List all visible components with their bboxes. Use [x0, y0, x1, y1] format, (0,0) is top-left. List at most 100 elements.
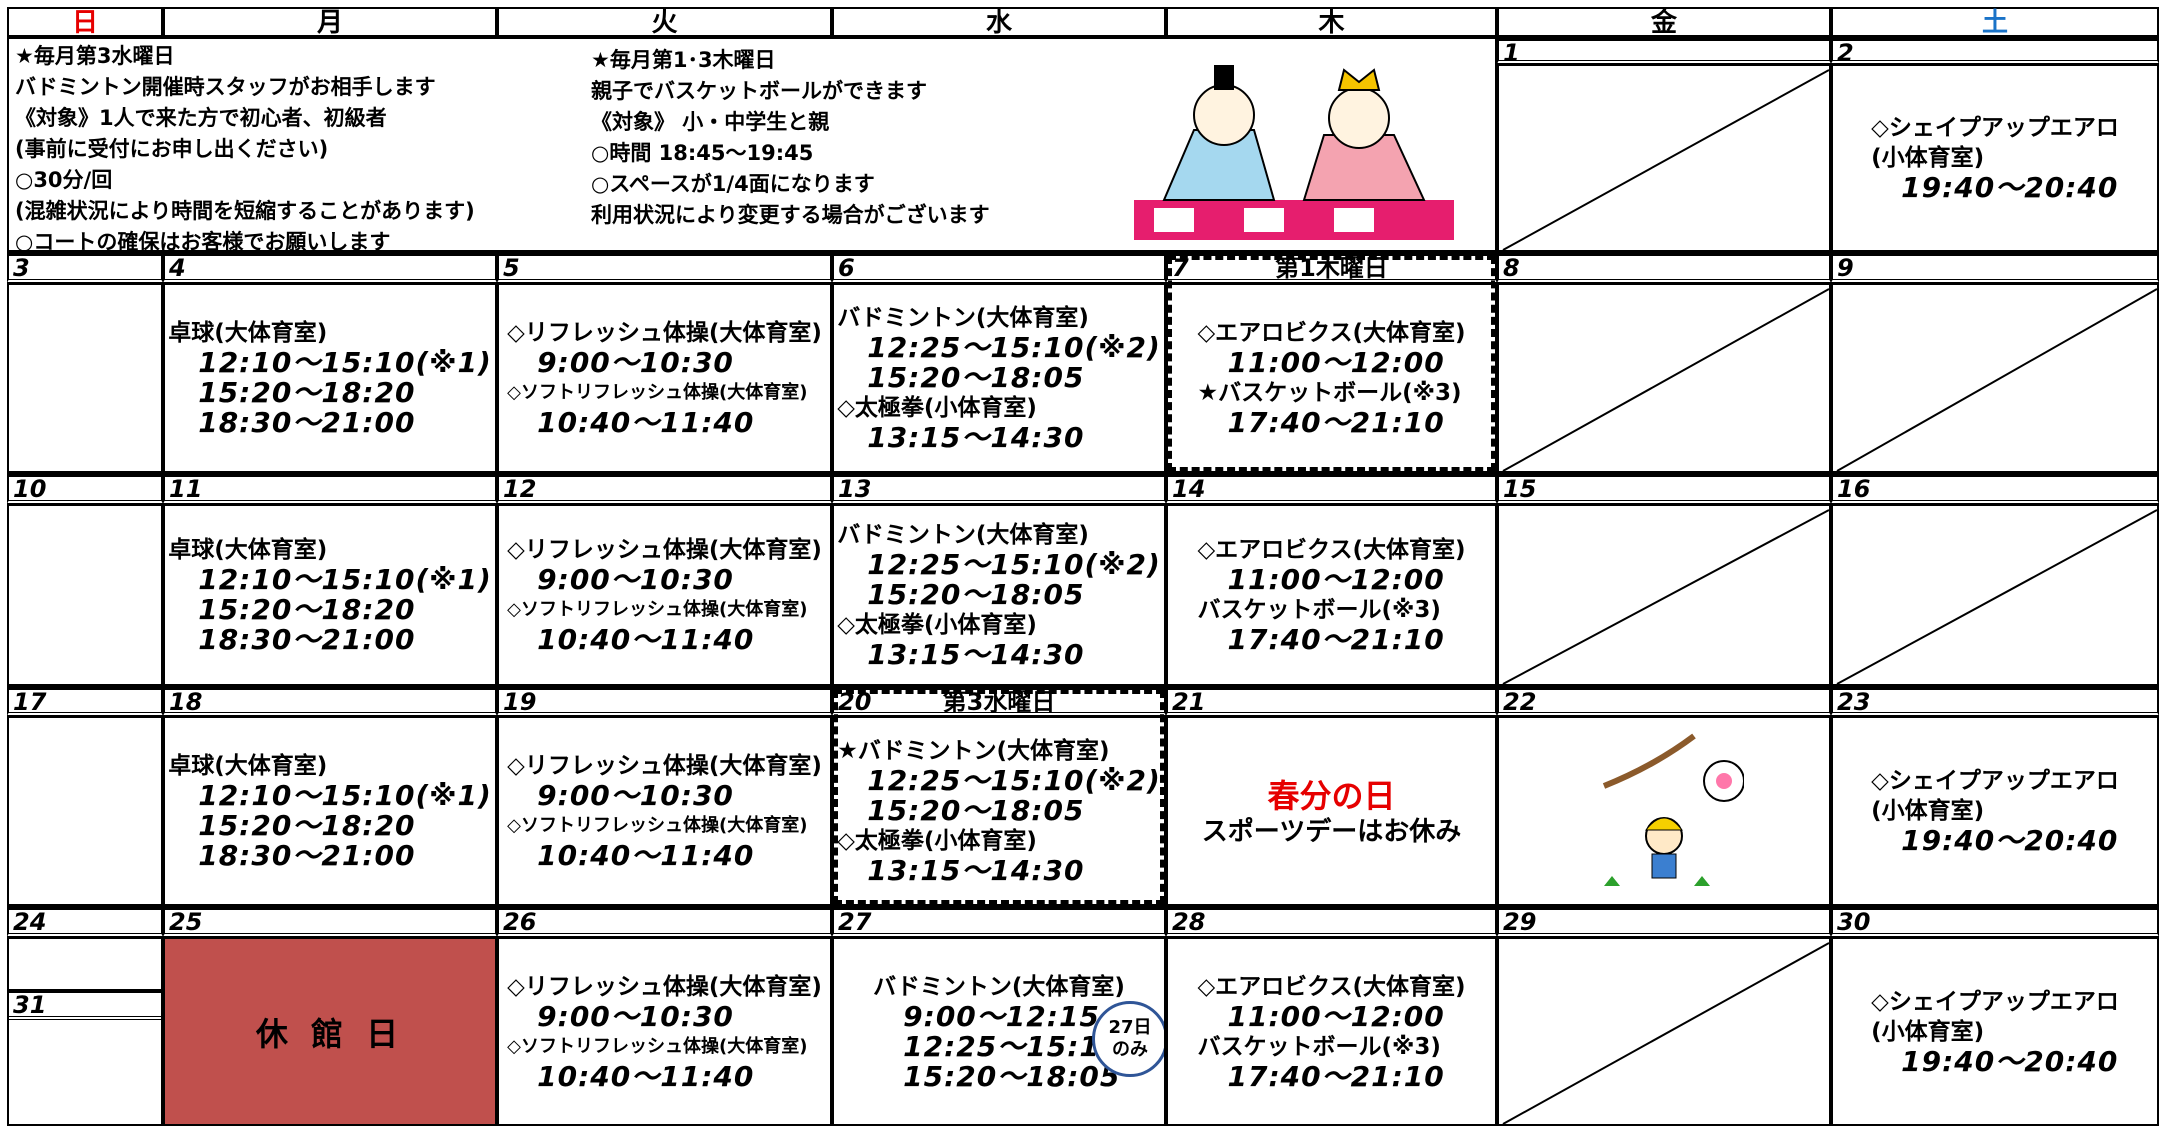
date-bar: 12 [497, 473, 832, 504]
date-number: 13 [838, 475, 872, 503]
schedule-line: バドミントン(大体育室) [837, 522, 1089, 548]
schedule-line: バドミントン(大体育室) [837, 305, 1089, 331]
date-number: 12 [503, 475, 537, 503]
date-bar: 10 [7, 473, 163, 504]
slash [1836, 288, 2157, 471]
cell-text: 卓球(大体育室) 12:10～15:10(※1) 15:20～18:20 18:30～… [168, 751, 492, 871]
cell-text: ◇シェイプアップエアロ (小体育室) 19:40～20:40 [1871, 987, 2119, 1077]
date-bar: 4 [163, 252, 497, 283]
schedule-line: ◇ソフトリフレッシュ体操(大体育室) [507, 599, 808, 620]
notice-line: ○時間 18:45～19:45 [591, 141, 814, 165]
day-cell: ◇リフレッシュ体操(大体育室) 9:00～10:30 ◇ソフトリフレッシュ体操(大体… [497, 937, 832, 1126]
day-cell [7, 716, 163, 906]
slash-line [1836, 509, 2157, 684]
schedule-line: 15:20～18:05 [867, 794, 1085, 827]
schedule-line: ◇シェイプアップエアロ [1871, 988, 2119, 1015]
date-bar: 20 第3水曜日 [832, 686, 1166, 716]
date-number: 8 [1503, 254, 1520, 282]
schedule-line: 11:00～12:00 [1227, 563, 1445, 596]
date-number: 22 [1503, 688, 1537, 716]
date-bar: 29 [1497, 906, 1831, 937]
day-cell: ◇シェイプアップエアロ (小体育室) 19:40～20:40 [1831, 64, 2159, 252]
closed-label: 休 館 日 [255, 1014, 405, 1053]
child-illustration [1602, 733, 1744, 886]
slash-line [1502, 942, 1829, 1124]
schedule-line: 13:15～14:30 [867, 421, 1085, 454]
schedule-line: 11:00～12:00 [1227, 346, 1445, 379]
date-bar: 9 [1831, 252, 2159, 283]
schedule-line: ◇リフレッシュ体操(大体育室) [507, 753, 822, 779]
date-bar: 17 [7, 686, 163, 716]
schedule-line: (小体育室) [1871, 145, 1985, 171]
slash-line [1836, 288, 2157, 471]
schedule-line: 15:20～18:05 [867, 361, 1085, 394]
date-bar: 28 [1166, 906, 1497, 937]
schedule-line: 19:40～20:40 [1901, 171, 2119, 204]
day-cell: 31 [7, 937, 163, 1126]
day-cell: バドミントン(大体育室) 12:25～15:10(※2) 15:20～18:05 ◇太… [832, 283, 1166, 473]
date-number: 18 [169, 688, 203, 716]
schedule-line: ◇リフレッシュ体操(大体育室) [507, 320, 822, 346]
schedule-line: 10:40～11:40 [537, 1059, 755, 1093]
schedule-line: 11:00～12:00 [1227, 999, 1445, 1033]
badge-text: のみ [1112, 1039, 1148, 1060]
day-cell: ◇エアロビクス(大体育室) 11:00～12:00 ★バスケットボール(※3) 17:… [1166, 283, 1497, 473]
notice-line: ★毎月第1･3木曜日 [591, 48, 776, 72]
extra-date-bar: 31 [9, 989, 161, 1020]
day-cell: 春分の日 スポーツデーはお休み [1166, 716, 1497, 906]
notice-line: 親子でバスケットボールができます [591, 79, 927, 103]
schedule-line: ◇リフレッシュ体操(大体育室) [507, 537, 822, 563]
date-bar: 7 第1木曜日 [1166, 252, 1497, 283]
date-bar: 23 [1831, 686, 2159, 716]
date-bar: 16 [1831, 473, 2159, 504]
schedule-line: 13:15～14:30 [867, 638, 1085, 671]
cell-text: ◇シェイプアップエアロ (小体育室) 19:40～20:40 [1871, 113, 2119, 203]
day-cell: ◇リフレッシュ体操(大体育室) 9:00～10:30 ◇ソフトリフレッシュ体操(大体… [497, 504, 832, 686]
schedule-line: 9:00～10:30 [537, 346, 734, 379]
cell-text: 卓球(大体育室) 12:10～15:10(※1) 15:20～18:20 18:30～… [168, 318, 492, 438]
badge-text: 27日 [1108, 1017, 1152, 1038]
schedule-line: 13:15～14:30 [867, 854, 1085, 887]
weekday-header: 火 [497, 7, 832, 37]
date-number: 30 [1837, 908, 1871, 936]
date-number: 6 [838, 254, 855, 282]
schedule-line: 18:30～21:00 [198, 839, 416, 872]
schedule-line: 19:40～20:40 [1901, 824, 2119, 857]
schedule-line: ◇シェイプアップエアロ [1871, 115, 2119, 141]
cell-text: ◇リフレッシュ体操(大体育室) 9:00～10:30 ◇ソフトリフレッシュ体操(大体… [507, 318, 822, 438]
schedule-line: 17:40～21:10 [1227, 1059, 1445, 1093]
notice-line: バドミントン開催時スタッフがお相手します [15, 75, 436, 99]
slash [1836, 509, 2157, 684]
cell-text: ◇リフレッシュ体操(大体育室) 9:00～10:30 ◇ソフトリフレッシュ体操(大体… [507, 535, 822, 655]
day-cell: バドミントン(大体育室) 9:00～12:15 12:25～15:10 15:20～1… [832, 937, 1166, 1126]
schedule-line: バドミントン(大体育室) [873, 973, 1125, 1000]
weekday-header: 日 [7, 7, 163, 37]
schedule-line: バスケットボール(※3) [1197, 1033, 1441, 1060]
day-cell: ★バドミントン(大体育室) 12:25～15:10(※2) 15:20～18:05 ◇… [832, 716, 1166, 906]
weekday-header: 土 [1831, 7, 2159, 37]
holiday-name: 春分の日 [1267, 777, 1396, 815]
cell-text: 春分の日 スポーツデーはお休み [1202, 775, 1461, 847]
day-cell [1831, 283, 2159, 473]
cell-text: ◇エアロビクス(大体育室) 11:00～12:00 ★バスケットボール(※3) 17:… [1197, 318, 1465, 438]
schedule-line: ◇シェイプアップエアロ [1871, 768, 2119, 794]
slash [1502, 288, 1829, 471]
slash [1502, 942, 1829, 1124]
schedule-line: 9:00～10:30 [537, 563, 734, 596]
day-cell: 休 館 日 [163, 937, 497, 1126]
notice-line: ○コートの確保はお客様でお願いします [15, 230, 391, 252]
cell-text: ★バドミントン(大体育室) 12:25～15:10(※2) 15:20～18:05 ◇… [837, 736, 1161, 886]
date-number: 25 [169, 908, 203, 936]
date-number: 21 [1172, 688, 1206, 716]
date-number: 28 [1172, 908, 1206, 936]
weekday-header: 月 [163, 7, 497, 37]
date-number: 9 [1837, 254, 1854, 282]
schedule-line: 19:40～20:40 [1901, 1044, 2119, 1078]
date-number: 4 [169, 254, 186, 282]
date-bar: 21 [1166, 686, 1497, 716]
date-bar: 30 [1831, 906, 2159, 937]
date-bar: 3 [7, 252, 163, 283]
hina-dolls-illustration [1134, 65, 1454, 240]
schedule-line: ◇ソフトリフレッシュ体操(大体育室) [507, 1035, 808, 1057]
day-cell: ◇シェイプアップエアロ (小体育室) 19:40～20:40 [1831, 716, 2159, 906]
